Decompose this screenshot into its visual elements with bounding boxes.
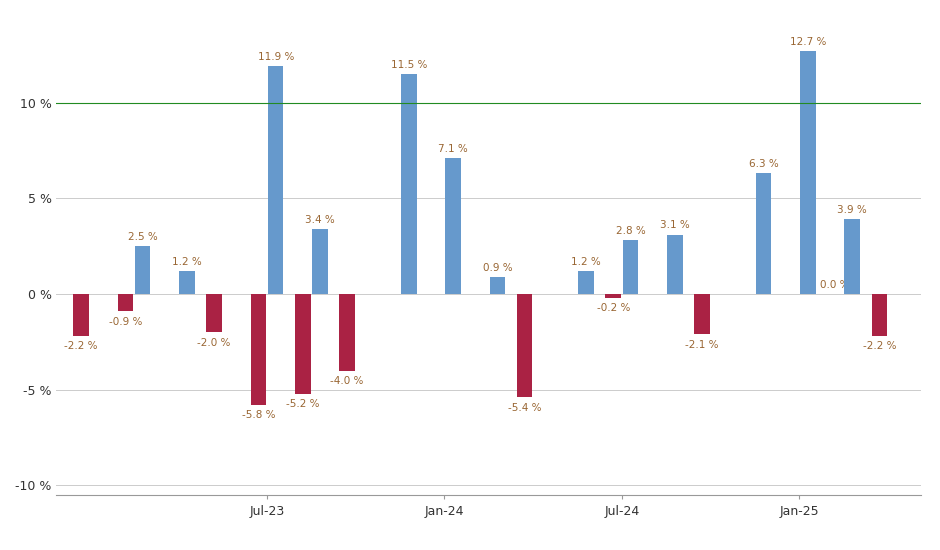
Bar <box>756 173 772 294</box>
Bar <box>605 294 621 298</box>
Bar <box>401 74 416 294</box>
Text: -4.0 %: -4.0 % <box>331 376 364 386</box>
Text: 2.5 %: 2.5 % <box>128 232 158 242</box>
Text: 1.2 %: 1.2 % <box>572 257 601 267</box>
Bar <box>295 294 310 394</box>
Text: 11.5 %: 11.5 % <box>390 60 427 70</box>
Text: 11.9 %: 11.9 % <box>258 52 294 62</box>
Text: 3.1 %: 3.1 % <box>660 221 690 230</box>
Text: 0.9 %: 0.9 % <box>482 262 512 273</box>
Text: -5.8 %: -5.8 % <box>242 410 275 420</box>
Text: 3.9 %: 3.9 % <box>838 205 867 215</box>
Text: -5.4 %: -5.4 % <box>508 403 541 412</box>
Bar <box>312 229 328 294</box>
Text: -2.2 %: -2.2 % <box>863 342 896 351</box>
Bar <box>73 294 88 336</box>
Bar <box>517 294 532 398</box>
Bar <box>844 219 860 294</box>
Text: -2.0 %: -2.0 % <box>197 338 230 348</box>
Text: -2.1 %: -2.1 % <box>685 339 719 350</box>
Text: 6.3 %: 6.3 % <box>748 160 778 169</box>
Bar <box>871 294 887 336</box>
Text: 0.0 %: 0.0 % <box>821 280 850 290</box>
Bar <box>206 294 222 332</box>
Bar <box>578 271 594 294</box>
Text: -5.2 %: -5.2 % <box>286 399 320 409</box>
Text: 1.2 %: 1.2 % <box>172 257 202 267</box>
Text: 12.7 %: 12.7 % <box>790 37 826 47</box>
Text: -0.2 %: -0.2 % <box>597 303 630 313</box>
Text: -0.9 %: -0.9 % <box>109 317 142 327</box>
Bar <box>800 51 816 294</box>
Bar <box>446 158 461 294</box>
Bar <box>694 294 710 334</box>
Bar <box>622 240 638 294</box>
Bar <box>339 294 355 371</box>
Bar <box>667 235 682 294</box>
Text: -2.2 %: -2.2 % <box>64 342 98 351</box>
Bar <box>268 66 284 294</box>
Text: 7.1 %: 7.1 % <box>438 144 468 154</box>
Text: 2.8 %: 2.8 % <box>616 226 646 236</box>
Bar <box>118 294 133 311</box>
Bar <box>251 294 266 405</box>
Bar <box>180 271 195 294</box>
Bar <box>135 246 150 294</box>
Text: 3.4 %: 3.4 % <box>306 214 335 225</box>
Bar <box>490 277 505 294</box>
